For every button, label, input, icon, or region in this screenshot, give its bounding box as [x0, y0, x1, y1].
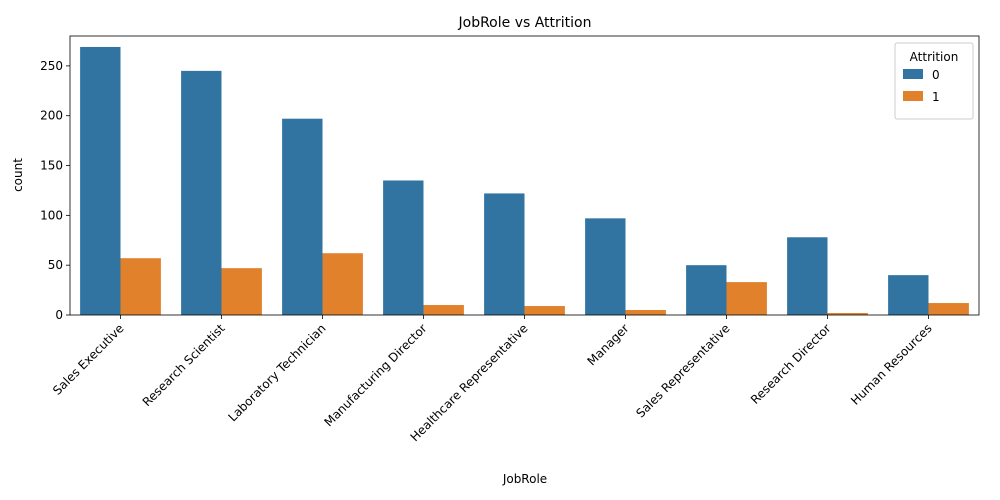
- bar-attrition-0-6: [686, 265, 727, 315]
- x-axis-label: JobRole: [502, 472, 547, 486]
- bar-attrition-0-3: [383, 180, 424, 315]
- x-tick-label: Sales Executive: [50, 321, 127, 398]
- bars-group: [80, 46, 969, 315]
- legend: Attrition 0 1: [894, 42, 974, 120]
- bar-attrition-1-5: [625, 310, 666, 315]
- bar-attrition-0-2: [282, 118, 323, 315]
- x-tick-label: Research Scientist: [140, 321, 228, 409]
- x-tick-label: Human Resources: [848, 321, 935, 408]
- x-tick-label: Sales Representative: [633, 321, 732, 420]
- bar-attrition-1-6: [726, 282, 767, 315]
- bar-attrition-1-4: [524, 306, 565, 315]
- x-tick-label: Manufacturing Director: [321, 321, 429, 429]
- bar-attrition-1-7: [827, 313, 868, 315]
- y-tick-label: 100: [40, 208, 63, 222]
- chart-title: JobRole vs Attrition: [458, 15, 592, 31]
- bar-attrition-0-7: [787, 237, 828, 315]
- legend-label-0: 0: [932, 68, 940, 82]
- bar-attrition-0-1: [181, 70, 222, 315]
- bar-attrition-1-2: [322, 253, 363, 315]
- x-tick-label: Manager: [585, 321, 632, 368]
- x-tick-label: Healthcare Representative: [408, 321, 531, 444]
- legend-label-1: 1: [932, 90, 940, 104]
- y-tick-label: 50: [48, 258, 63, 272]
- bar-attrition-1-1: [221, 268, 262, 315]
- bar-attrition-1-8: [928, 303, 969, 315]
- bar-attrition-1-0: [120, 258, 161, 315]
- x-axis: Sales Executive Research ScientistLaborat…: [50, 315, 935, 444]
- legend-swatch-1: [903, 91, 923, 101]
- bar-attrition-0-8: [888, 275, 929, 315]
- y-axis-label: count: [11, 158, 25, 192]
- legend-swatch-0: [903, 69, 923, 79]
- x-tick-label: Research Director: [748, 321, 834, 407]
- y-tick-label: 150: [40, 159, 63, 173]
- y-tick-label: 0: [55, 308, 63, 322]
- bar-attrition-0-4: [484, 193, 525, 315]
- y-tick-label: 250: [40, 59, 63, 73]
- bar-attrition-0-0: [80, 46, 121, 315]
- plot-frame: [69, 35, 980, 316]
- x-tick-label: Laboratory Technician: [225, 321, 328, 424]
- bar-attrition-0-5: [585, 218, 626, 315]
- y-tick-label: 200: [40, 109, 63, 123]
- bar-attrition-1-3: [423, 305, 464, 315]
- y-axis: 0 50 100 150 200 250: [40, 59, 70, 322]
- legend-title: Attrition: [910, 50, 959, 64]
